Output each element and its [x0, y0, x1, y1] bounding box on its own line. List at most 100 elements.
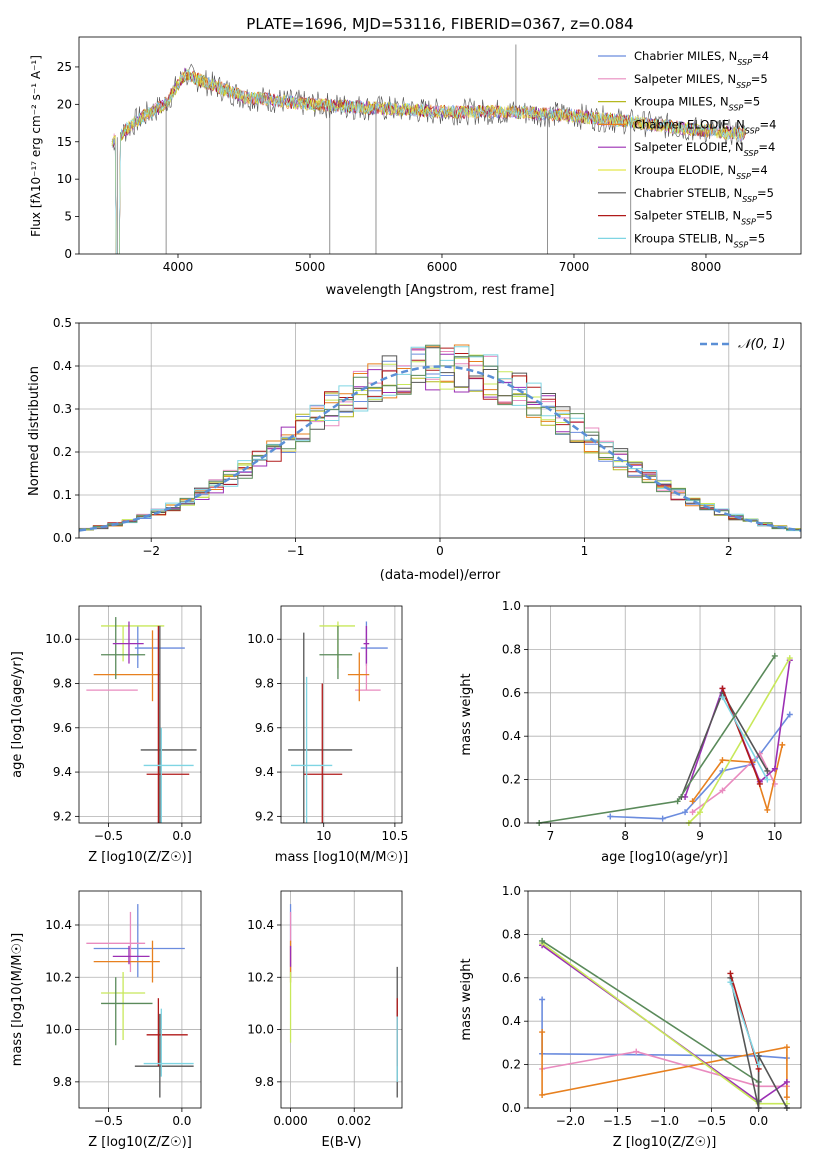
x-tick-label: 10: [767, 829, 782, 843]
weight-age-marker: [719, 787, 726, 794]
weight-age-marker: [764, 806, 771, 813]
y-tick-label: 10.2: [247, 970, 274, 984]
y-tick-label: 9.4: [255, 765, 274, 779]
weight-age-marker: [719, 694, 726, 701]
x-tick-label: 10.5: [382, 829, 409, 843]
x-tick-label: 0.0: [172, 1114, 191, 1128]
weight-age-marker: [771, 765, 778, 772]
weight-age-marker: [697, 809, 704, 816]
y-tick-label: 10: [57, 172, 72, 186]
y-tick-label: 0.4: [502, 1014, 521, 1028]
x-tick-label: −0.5: [94, 1114, 123, 1128]
x-tick-label: −1.0: [650, 1114, 679, 1128]
spectrum-plot: 4000 5000 6000 7000 8000 0 5 10 15 20 25: [57, 44, 746, 274]
weight-age-marker: [659, 815, 666, 822]
y-tick-label: 5: [64, 210, 72, 224]
y-tick-label: 9.8: [255, 1075, 274, 1089]
y-tick-label: 20: [57, 97, 72, 111]
x-tick-label: 0.002: [337, 1114, 371, 1128]
age-z-panel: −0.5 0.0 9.2 9.4 9.6 9.8 10.0 Z [log10(Z/Z☉)] ag…: [10, 605, 202, 865]
y-tick-label: 0.1: [53, 488, 72, 502]
legend-label: Kroupa MILES, NSSP=5: [634, 95, 760, 113]
y-tick-label: 0.3: [53, 402, 72, 416]
y-tick-label: 0.2: [502, 1058, 521, 1072]
x-tick-label: −0.5: [697, 1114, 726, 1128]
y-tick-label: 9.4: [53, 765, 72, 779]
weight-z-marker: [783, 1078, 790, 1085]
y-tick-label: 15: [57, 135, 72, 149]
x-tick-label: −2: [142, 544, 160, 558]
spectrum-legend: Chabrier MILES, NSSP=4 Salpeter MILES, NS…: [598, 49, 776, 249]
weight-age-marker: [771, 652, 778, 659]
x-tick-label: 0.0: [172, 829, 191, 843]
residual-xlabel: (data-model)/error: [380, 568, 501, 583]
weight-age-xlabel: age [log10(age/yr)]: [601, 850, 728, 865]
weight-z-marker: [727, 979, 734, 986]
weight-z-marker: [539, 937, 546, 944]
residual-legend: 𝒩(0, 1): [700, 337, 785, 352]
weight-age-marker: [689, 798, 696, 805]
residual-panel: −2 −1 0 1 2 0.0 0.1 0.2 0.3 0.4 0.5 (data-model)/e…: [27, 316, 802, 583]
weight-z-marker: [539, 1091, 546, 1098]
x-tick-label: 1: [581, 544, 589, 558]
weight-age-series-6: [721, 688, 761, 785]
y-tick-label: 0.8: [502, 642, 521, 656]
weight-z-marker: [783, 1044, 790, 1051]
legend-label: Chabrier STELIB, NSSP=5: [634, 186, 774, 204]
weight-age-marker: [764, 776, 771, 783]
residual-ylabel: Normed distribution: [27, 366, 42, 496]
x-tick-label: 0: [436, 544, 444, 558]
spectrum-line-5: [111, 69, 746, 254]
legend-label: Salpeter MILES, NSSP=5: [634, 72, 768, 90]
weight-age-marker: [689, 809, 696, 816]
weight-z-marker: [755, 1061, 762, 1068]
y-tick-label: 0.0: [502, 1101, 521, 1115]
y-tick-label: 0.6: [502, 686, 521, 700]
weight-z-series-2: [541, 1032, 788, 1098]
weight-z-marker: [539, 1029, 546, 1036]
age-mass-panel: 10 10.5 9.2 9.4 9.6 9.8 10.0 mass [log10(M/M☉)]: [247, 605, 409, 865]
y-tick-label: 9.2: [53, 809, 72, 823]
y-tick-label: 0.2: [53, 445, 72, 459]
weight-age-series-5: [680, 690, 768, 798]
x-tick-label: 6000: [427, 260, 458, 274]
spectrum-xlabel: wavelength [Angstrom, rest frame]: [326, 283, 555, 298]
weight-age-panel: 7 8 9 10 0.0 0.2 0.4 0.6 0.8 1.0 age [log10(age/yr…: [459, 599, 802, 865]
y-tick-label: 9.6: [255, 721, 274, 735]
axes-frame: [78, 890, 202, 1109]
weight-age-ylabel: mass weight: [459, 673, 474, 755]
x-tick-label: 0.0: [749, 1114, 768, 1128]
spectrum-line-6: [111, 63, 746, 254]
legend-label: Chabrier ELODIE, NSSP=4: [634, 117, 776, 135]
weight-z-marker: [539, 996, 546, 1003]
weight-z-xlabel: Z [log10(Z/Z☉)]: [613, 1135, 717, 1150]
x-tick-label: 4000: [163, 260, 194, 274]
y-tick-label: 9.8: [255, 677, 274, 691]
y-tick-label: 25: [57, 60, 72, 74]
x-tick-label: 0.000: [273, 1114, 307, 1128]
figure-title: PLATE=1696, MJD=53116, FIBERID=0367, z=0…: [246, 15, 633, 33]
weight-age-marker: [607, 813, 614, 820]
weight-age-marker: [719, 685, 726, 692]
residual-plot: −2 −1 0 1 2 0.0 0.1 0.2 0.3 0.4 0.5: [53, 316, 802, 558]
legend-label: Kroupa ELODIE, NSSP=4: [634, 163, 768, 181]
weight-z-series-6: [729, 977, 788, 1109]
y-tick-label: 10.0: [247, 632, 274, 646]
weight-age-marker: [674, 798, 681, 805]
x-tick-label: −0.5: [94, 829, 123, 843]
mass-z-xlabel: Z [log10(Z/Z☉)]: [88, 1135, 192, 1150]
y-tick-label: 10.4: [45, 918, 72, 932]
spectrum-line-2: [111, 71, 746, 254]
spectrum-line-8: [111, 69, 746, 254]
y-tick-label: 0.0: [53, 531, 72, 545]
weight-age-series-8: [539, 655, 776, 824]
x-tick-label: −1: [287, 544, 305, 558]
weight-age-marker: [682, 809, 689, 816]
y-tick-label: 0.5: [53, 316, 72, 330]
y-tick-label: 10.0: [45, 632, 72, 646]
mass-ebv-xlabel: E(B-V): [321, 1135, 361, 1150]
normal-reference-curve: [78, 365, 802, 532]
y-tick-label: 10.2: [45, 970, 72, 984]
spectrum-panel: 4000 5000 6000 7000 8000 0 5 10 15 20 25 wavelengt…: [29, 36, 802, 298]
